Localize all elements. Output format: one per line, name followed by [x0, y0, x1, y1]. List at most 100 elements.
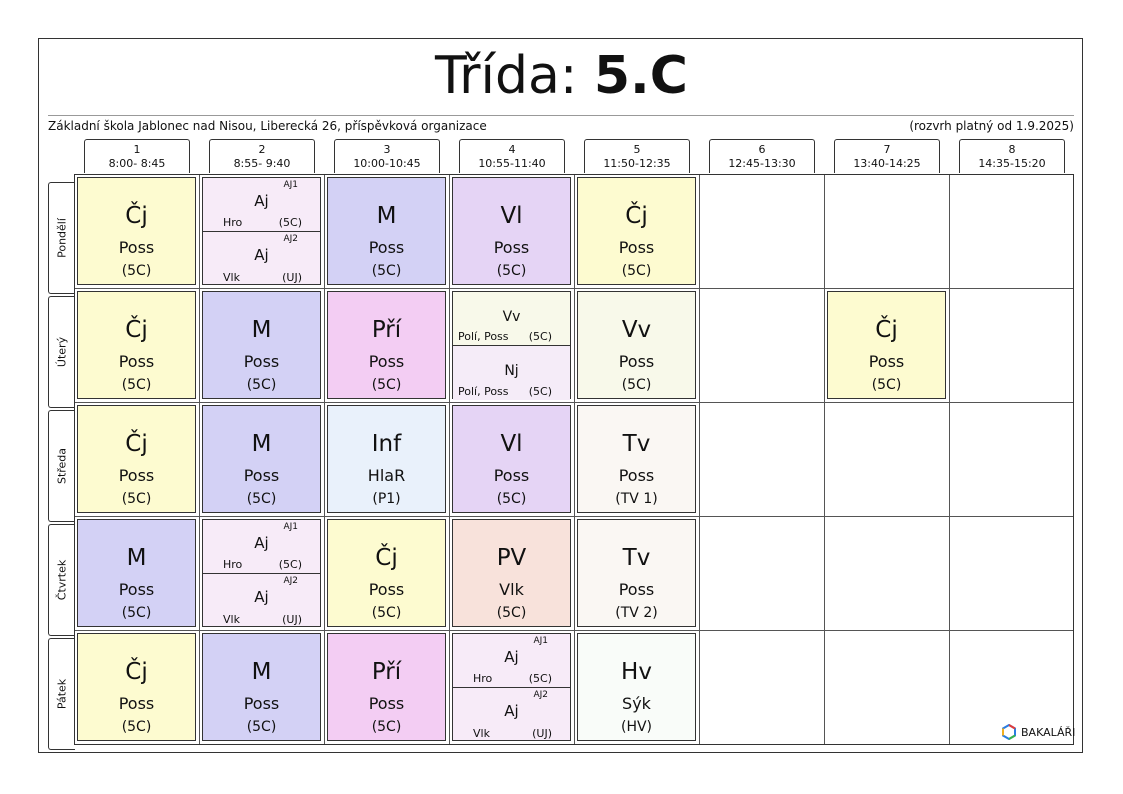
lesson-card[interactable]: Vl Poss (5C): [452, 405, 571, 513]
lesson-card[interactable]: Hv Sýk (HV): [577, 633, 696, 741]
lesson-subject: Čj: [125, 431, 148, 457]
lesson-teacher: Hro: [223, 558, 243, 571]
lesson-teacher: Poss: [118, 580, 155, 599]
lesson-card[interactable]: M Poss (5C): [202, 633, 321, 741]
lesson-subject: Vv: [502, 309, 521, 325]
lesson-card[interactable]: Vl Poss (5C): [452, 177, 571, 285]
lesson-room: (5C): [121, 491, 152, 507]
lesson-teacher: Poss: [493, 466, 530, 485]
hour-header-7: 7 13:40-14:25: [834, 139, 940, 173]
bakalari-logo-icon: [1002, 724, 1016, 740]
lesson-card-split[interactable]: Vv Polí, Poss (5C) Nj Polí, Poss (5C): [452, 291, 571, 400]
lesson-subject: M: [376, 203, 397, 229]
lesson-card[interactable]: M Poss (5C): [202, 405, 321, 513]
lesson-room: (5C): [528, 330, 552, 343]
lesson-half[interactable]: AJ1 Aj Hro (5C): [203, 178, 320, 232]
hour-number: 1: [133, 143, 141, 156]
hour-header-4: 4 10:55-11:40: [459, 139, 565, 173]
lesson-room: (HV): [620, 719, 653, 735]
lesson-subject: Inf: [371, 431, 402, 457]
lesson-room: (5C): [246, 491, 277, 507]
day-label-tuesday: Úterý: [48, 296, 75, 408]
lesson-teacher: Poss: [618, 466, 655, 485]
lesson-subject: Vl: [500, 431, 523, 457]
lesson-group: AJ1: [283, 180, 298, 190]
lesson-card-split[interactable]: AJ1 Aj Hro (5C) AJ2 Aj Vlk (UJ): [202, 519, 321, 627]
lesson-teacher: Hro: [473, 672, 493, 685]
school-name: Základní škola Jablonec nad Nisou, Liber…: [48, 119, 487, 133]
lesson-room: (5C): [246, 377, 277, 393]
lesson-teacher: Sýk: [622, 694, 651, 713]
hour-number: 4: [508, 143, 516, 156]
hour-number: 3: [383, 143, 391, 156]
lesson-room: (5C): [121, 263, 152, 279]
lesson-half[interactable]: AJ2 Aj Vlk (UJ): [453, 688, 570, 742]
grid-line: [75, 402, 1073, 403]
lesson-room: (5C): [371, 263, 402, 279]
lesson-room: (5C): [496, 491, 527, 507]
lesson-card[interactable]: M Poss (5C): [77, 519, 196, 627]
lesson-card[interactable]: Tv Poss (TV 2): [577, 519, 696, 627]
lesson-card[interactable]: PV Vlk (5C): [452, 519, 571, 627]
lesson-room: (5C): [371, 719, 402, 735]
hour-header-2: 2 8:55- 9:40: [209, 139, 315, 173]
lesson-room: (UJ): [282, 613, 302, 626]
lesson-half[interactable]: AJ2 Aj Vlk (UJ): [203, 232, 320, 286]
hour-header-5: 5 11:50-12:35: [584, 139, 690, 173]
lesson-half[interactable]: Nj Polí, Poss (5C): [453, 346, 570, 400]
lesson-subject: Čj: [625, 203, 648, 229]
lesson-teacher: Poss: [368, 580, 405, 599]
lesson-teacher: Poss: [618, 580, 655, 599]
hour-number: 2: [258, 143, 266, 156]
lesson-subject: M: [251, 431, 272, 457]
hour-number: 5: [633, 143, 641, 156]
hour-time: 8:00- 8:45: [108, 157, 166, 170]
day-name: Středa: [55, 447, 69, 485]
lesson-card[interactable]: M Poss (5C): [327, 177, 446, 285]
hour-time: 13:40-14:25: [853, 157, 921, 170]
lesson-card[interactable]: Čj Poss (5C): [77, 177, 196, 285]
lesson-subject: Čj: [125, 203, 148, 229]
lesson-card[interactable]: Čj Poss (5C): [827, 291, 946, 399]
lesson-card[interactable]: M Poss (5C): [202, 291, 321, 399]
lesson-card[interactable]: Čj Poss (5C): [577, 177, 696, 285]
lesson-teacher: Polí, Poss: [458, 330, 509, 343]
lesson-subject: Aj: [254, 246, 269, 264]
lesson-room: (5C): [496, 605, 527, 621]
lesson-half[interactable]: Vv Polí, Poss (5C): [453, 292, 570, 346]
hour-header-3: 3 10:00-10:45: [334, 139, 440, 173]
lesson-teacher: Poss: [118, 466, 155, 485]
lesson-half[interactable]: AJ1 Aj Hro (5C): [453, 634, 570, 688]
lesson-half[interactable]: AJ1 Aj Hro (5C): [203, 520, 320, 574]
grid-line: [574, 175, 575, 744]
lesson-teacher: Poss: [243, 694, 280, 713]
lesson-card[interactable]: Tv Poss (TV 1): [577, 405, 696, 513]
lesson-teacher: Vlk: [223, 271, 240, 284]
lesson-teacher: Vlk: [223, 613, 240, 626]
lesson-teacher: Poss: [618, 238, 655, 257]
lesson-card[interactable]: Čj Poss (5C): [77, 633, 196, 741]
lesson-teacher: Poss: [243, 352, 280, 371]
bakalari-logo: BAKALÁŘI: [1001, 724, 1075, 740]
day-name: Pátek: [55, 678, 69, 710]
lesson-teacher: Polí, Poss: [458, 385, 509, 398]
lesson-card[interactable]: Vv Poss (5C): [577, 291, 696, 399]
hour-number: 7: [883, 143, 891, 156]
lesson-card[interactable]: Čj Poss (5C): [77, 291, 196, 399]
lesson-card[interactable]: Pří Poss (5C): [327, 291, 446, 399]
lesson-room: (5C): [278, 558, 302, 571]
day-name: Čtvrtek: [55, 559, 69, 601]
lesson-subject: Čj: [875, 317, 898, 343]
lesson-subject: Čj: [125, 317, 148, 343]
lesson-half[interactable]: AJ2 Aj Vlk (UJ): [203, 574, 320, 628]
lesson-card-split[interactable]: AJ1 Aj Hro (5C) AJ2 Aj Vlk (UJ): [202, 177, 321, 285]
lesson-card[interactable]: Čj Poss (5C): [327, 519, 446, 627]
lesson-card-split[interactable]: AJ1 Aj Hro (5C) AJ2 Aj Vlk (UJ): [452, 633, 571, 741]
hour-number: 8: [1008, 143, 1016, 156]
lesson-teacher: Poss: [618, 352, 655, 371]
lesson-teacher: Vlk: [473, 727, 490, 740]
lesson-subject: Aj: [254, 534, 269, 552]
lesson-card[interactable]: Pří Poss (5C): [327, 633, 446, 741]
lesson-card[interactable]: Inf HlaR (P1): [327, 405, 446, 513]
lesson-card[interactable]: Čj Poss (5C): [77, 405, 196, 513]
